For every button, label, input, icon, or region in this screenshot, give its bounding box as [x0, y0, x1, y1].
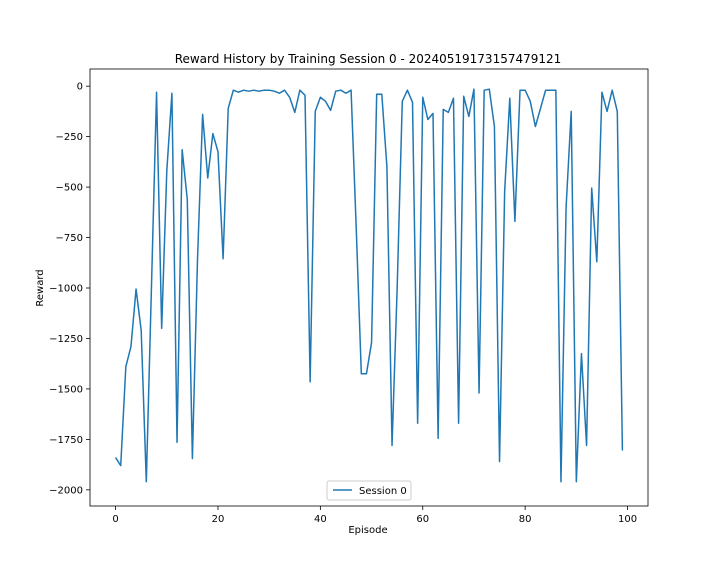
legend-box	[326, 480, 412, 501]
y-tick-label: −1250	[49, 334, 83, 345]
y-tick-label: 0	[77, 82, 83, 93]
x-axis-label: Episode	[348, 525, 387, 536]
x-tick-label: 60	[416, 514, 429, 525]
y-axis-ticks: 0 −250 −500 −750 −1000 −1250 −1500 −1750 −2000	[49, 82, 90, 496]
plot-area	[89, 68, 649, 507]
legend-label: Session 0	[359, 486, 407, 497]
y-tick-label: −1000	[49, 284, 83, 295]
series-group	[114, 88, 624, 483]
x-tick-label: 100	[618, 514, 637, 525]
y-tick-label: −1500	[49, 384, 83, 395]
chart-title: Reward History by Training Session 0 - 2…	[175, 52, 562, 66]
legend: Session 0	[326, 480, 412, 501]
x-axis-ticks: 0 20 40 60 80 100	[112, 506, 637, 525]
y-tick-label: −250	[56, 132, 83, 143]
x-tick-label: 0	[112, 514, 118, 525]
y-tick-label: −2000	[49, 485, 83, 496]
y-tick-label: −750	[56, 233, 83, 244]
y-axis-label: Reward	[35, 269, 46, 306]
series-line-session-0	[114, 88, 624, 483]
plot-frame	[89, 68, 649, 507]
x-tick-label: 80	[519, 514, 532, 525]
y-tick-label: −1750	[49, 435, 83, 446]
x-tick-label: 20	[212, 514, 225, 525]
y-tick-label: −500	[56, 183, 83, 194]
x-tick-label: 40	[314, 514, 327, 525]
